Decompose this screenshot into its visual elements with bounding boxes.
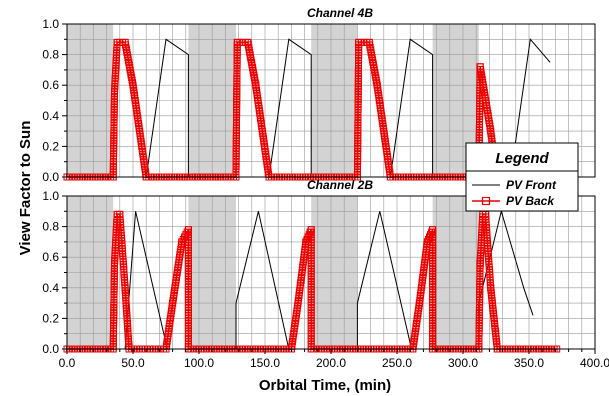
y-tick-label: 0.4 [42, 281, 59, 295]
y-tick-label: 1.0 [42, 189, 59, 203]
series-line [145, 38, 189, 178]
series-line [235, 211, 290, 350]
y-tick-label: 0.6 [42, 78, 59, 92]
x-tick-label: 250.0 [382, 356, 412, 370]
legend-marker-back [481, 196, 491, 206]
x-axis-label: Orbital Time, (min) [259, 377, 391, 394]
panel-title: Channel 2B [307, 178, 373, 192]
y-tick-label: 0.8 [42, 48, 59, 62]
legend-label-back: PV Back [506, 194, 555, 208]
y-tick-label: 0.2 [42, 311, 59, 325]
y-tick-label: 0.0 [42, 342, 59, 356]
legend: Legend PV Front PV Back [465, 142, 579, 212]
x-tick-label: 50.0 [121, 356, 145, 370]
legend-label-front: PV Front [506, 178, 557, 192]
y-tick-label: 0.8 [42, 220, 59, 234]
panel-title: Channel 4B [307, 6, 373, 20]
series-line [510, 38, 551, 178]
x-tick-label: 200.0 [316, 356, 346, 370]
series-line [356, 211, 412, 350]
x-tick-label: 300.0 [448, 356, 478, 370]
axes-layer: 0.0 0.2 0.4 0.6 0.8 1.0 0.0 0.2 0.4 0.6 0.8 1.0 0.0 5… [42, 17, 609, 370]
y-tick-label: 0.4 [42, 109, 59, 123]
x-tick-label: 350.0 [514, 356, 544, 370]
panel-0: Channel 4B [63, 6, 596, 181]
x-tick-label: 400.0 [580, 356, 609, 370]
series-pv-back [63, 38, 501, 181]
y-tick-label: 0.2 [42, 139, 59, 153]
x-tick-label: 150.0 [250, 356, 280, 370]
legend-title: Legend [495, 150, 549, 167]
series-pv-front [145, 38, 551, 178]
y-tick-label: 1.0 [42, 17, 59, 31]
x-tick-label: 100.0 [184, 356, 214, 370]
y-tick-label: 0.0 [42, 170, 59, 184]
series-pv-back [63, 210, 561, 353]
y-tick-label: 0.6 [42, 250, 59, 264]
series-line [268, 38, 312, 178]
legend-box [465, 142, 579, 212]
y-axis-label: View Factor to Sun [17, 121, 34, 256]
x-tick-label: 0.0 [59, 356, 76, 370]
series-line [389, 38, 434, 178]
